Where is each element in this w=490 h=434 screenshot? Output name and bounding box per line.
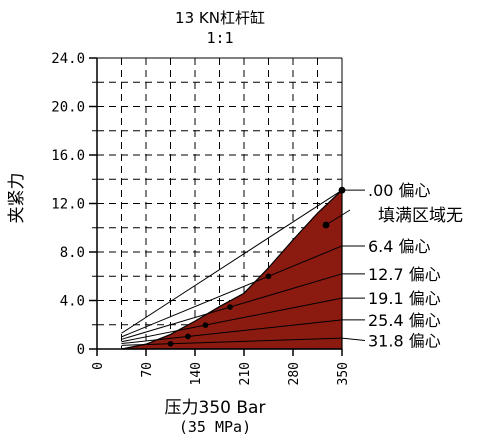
series-marker [227,304,233,310]
filled-region [121,188,343,350]
chart-title-line-2: 1:1 [206,29,233,47]
series-label: 25.4 偏心 [368,311,441,330]
y-tick-label: 12.0 [51,197,85,213]
fill-region-label: 填满区域无 [378,206,463,226]
y-tick-label: 8.0 [60,245,85,261]
series-line [121,319,343,345]
series-label: 12.7 偏心 [368,265,441,284]
y-tick-label: 0 [77,342,85,358]
series-marker [185,333,191,340]
series-line [121,245,343,338]
series-line [121,297,343,343]
series-marker [167,340,174,347]
series-label: 19.1 偏心 [368,289,441,308]
filled-area [121,188,343,350]
series-label: 6.4 偏心 [368,237,431,256]
x-axis-label-line-2: (35 MPa) [179,418,251,434]
series-end-marker [338,186,346,194]
y-tick-label: 20.0 [51,100,85,116]
x-tick-label: 280 [287,362,302,385]
x-tick-label: 70 [140,362,155,378]
y-tick-label: 16.0 [51,148,85,164]
y-tick-label: 4.0 [60,294,85,310]
series-marker [202,322,209,328]
y-axis-label: 夹紧力 [7,173,27,224]
x-tick-label: 0 [91,362,106,370]
series-line [121,337,343,346]
series-marker [265,273,272,280]
grid [97,58,342,349]
chart-title-line-1: 13 KN杠杆缸 [175,9,265,27]
x-axis-label-line-1: 压力350 Bar [165,398,266,418]
x-tick-label: 210 [238,362,253,385]
series-line [121,189,343,334]
series-label-leader [341,337,366,342]
y-tick-label: 24.0 [51,51,85,67]
x-tick-label: 140 [189,362,204,385]
series-label: .00 偏心 [368,181,431,200]
x-tick-label: 350 [336,362,351,385]
series-lines [121,187,345,347]
fill-label-leader [325,209,351,226]
series-labels: .00 偏心 6.4 偏心 12.7 偏心 19.1 偏心 25.4 偏心 31.8 偏心… [322,181,463,351]
series-label: 31.8 偏心 [368,332,441,351]
axes: 0 4.0 8.0 12.0 16.0 20.0 24.0 0 70 140 210 280 350 [51,51,351,385]
